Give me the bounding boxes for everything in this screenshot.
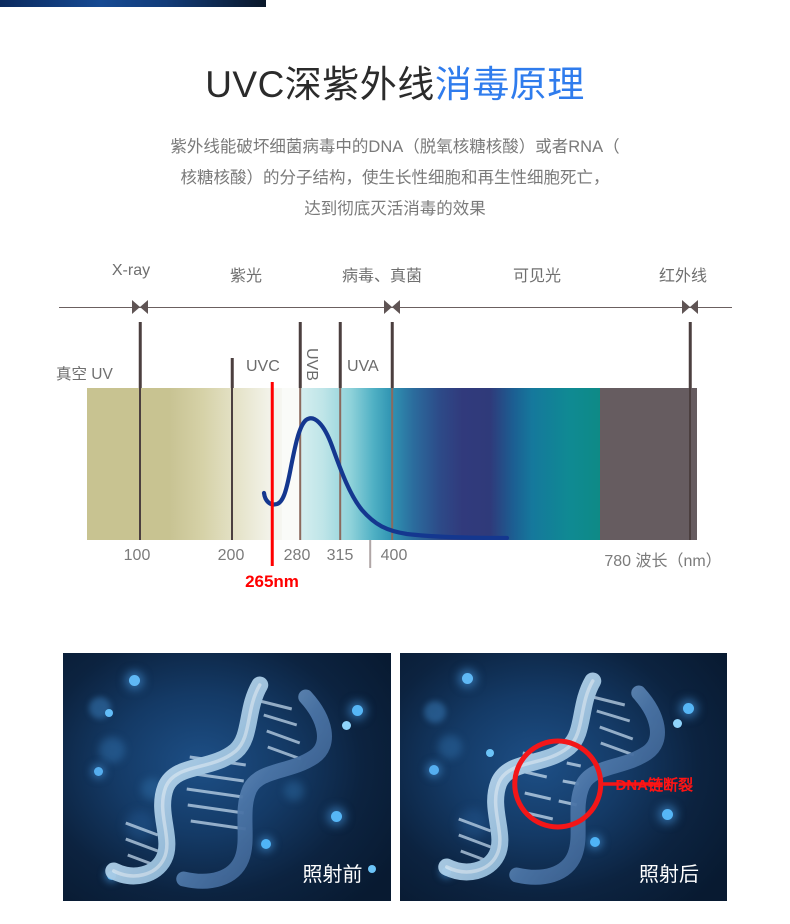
band-segment-uvb	[392, 388, 440, 540]
tick-stem-780	[688, 322, 692, 388]
uvb-label: UVB	[303, 348, 320, 381]
category-label-infrared: 红外线	[658, 268, 708, 285]
tick-stem-200	[230, 358, 234, 388]
tick-stem-100	[138, 322, 142, 388]
band-rule-400	[391, 388, 393, 540]
category-label-violet: 紫光	[229, 268, 263, 285]
subtitle-line-2: 核糖核酸）的分子结构，使生长性细胞和再生性细胞死亡，	[180, 169, 610, 187]
page-title-accent: 消毒原理	[434, 64, 585, 105]
spectrum-figure: X-ray 紫光 病毒、真菌 可见光 红外线 真空 UV UVC UVB UVA	[0, 262, 790, 612]
page-title: UVC深紫外线消毒原理	[0, 62, 790, 108]
band-rule-200	[231, 388, 233, 540]
tick-stem-280	[298, 322, 302, 388]
category-label-germ: 病毒、真菌	[341, 268, 423, 285]
vacuum-uv-label: 真空 UV	[56, 366, 113, 383]
dna-helix-illustration	[437, 672, 665, 885]
uvc-label: UVC	[246, 358, 280, 375]
spectrum-category-labels: X-ray 紫光 病毒、真菌 可见光 红外线	[0, 262, 790, 290]
dna-helix-illustration	[105, 676, 332, 889]
dna-break-label: DNA链断裂	[615, 777, 694, 794]
page-title-main: UVC深紫外线	[205, 64, 435, 105]
band-rule-100	[139, 388, 141, 540]
marker-265nm-line	[270, 382, 274, 566]
band-segment-uv-fade	[170, 388, 282, 540]
tick-label-100: 100	[123, 547, 151, 564]
subtitle-line-1: 紫外线能破坏细菌病毒中的DNA（脱氧核糖核酸）或者RNA（	[170, 138, 620, 156]
tick-stem-400	[390, 322, 394, 388]
band-rule-780	[689, 388, 691, 540]
band-segment-blue-to-teal	[490, 388, 532, 540]
band-segment-uvc-cyan	[300, 388, 392, 540]
tick-label-780-wavelength: 780 波长（nm）	[604, 553, 722, 570]
category-label-visible: 可见光	[512, 268, 562, 285]
band-segment-uva	[440, 388, 490, 540]
tick-label-400: 400	[380, 547, 408, 564]
category-divider-arrow-3	[682, 300, 698, 315]
top-accent-bar	[0, 0, 266, 7]
page-subtitle: 紫外线能破坏细菌病毒中的DNA（脱氧核糖核酸）或者RNA（ 核糖核酸）的分子结构…	[95, 132, 695, 225]
subtitle-line-3: 达到彻底灭活消毒的效果	[304, 200, 486, 218]
tick-separator-400	[369, 540, 371, 568]
tick-stem-315	[338, 322, 342, 388]
band-segment-visible-teal	[532, 388, 600, 540]
panel-before-irradiation: 照射前	[63, 653, 391, 901]
uva-label: UVA	[347, 358, 379, 375]
band-rule-280	[299, 388, 301, 540]
band-segment-visible-gray	[600, 388, 697, 540]
panel-caption-before: 照射前	[302, 864, 363, 886]
dna-absorption-curve	[261, 416, 510, 540]
tick-label-200: 200	[217, 547, 245, 564]
panel-caption-after: 照射后	[639, 864, 699, 886]
category-divider-arrow-2	[384, 300, 400, 315]
marker-265nm-label: 265nm	[245, 572, 299, 591]
spectrum-color-band	[87, 388, 697, 540]
dna-comparison-panels: 照射前	[63, 653, 727, 901]
category-label-xray: X-ray	[111, 262, 151, 279]
tick-label-315: 315	[326, 547, 354, 564]
tick-label-280: 280	[283, 547, 311, 564]
panel-after-irradiation: DNA链断裂 照射后	[399, 653, 727, 901]
category-divider-arrow-1	[132, 300, 148, 315]
band-segment-vacuum-uv	[87, 388, 170, 540]
